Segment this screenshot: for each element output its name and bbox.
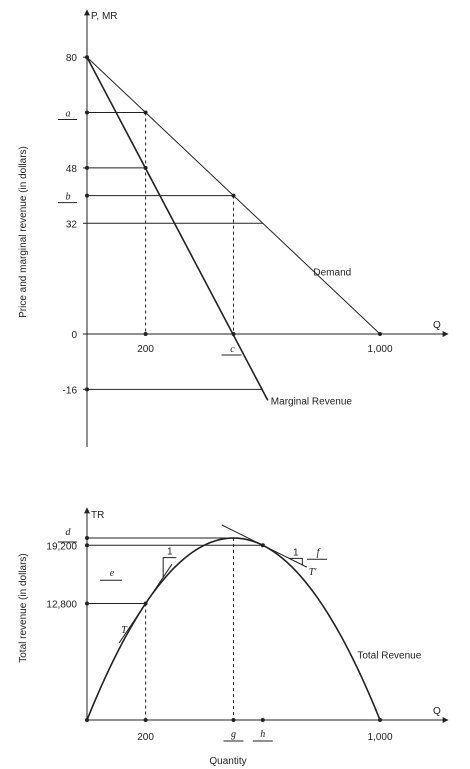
- series-total-revenue-label: Total Revenue: [357, 650, 421, 661]
- top-x-axis-title: Q: [433, 320, 441, 331]
- top-point-3: [85, 193, 89, 198]
- bottom-y-axis-title: TR: [91, 510, 104, 521]
- top-y-tick-label-0: 80: [66, 53, 78, 64]
- top-x-tick-label-0: 200: [137, 344, 154, 355]
- top-point-8: [143, 110, 148, 115]
- top-placeholder-a: a: [66, 109, 71, 120]
- bottom-point-0: [85, 536, 89, 540]
- top-point-6: [231, 332, 236, 336]
- top-placeholders: a b c: [58, 109, 242, 356]
- top-y-tick-label-4: -16: [63, 385, 78, 396]
- top-x-ticks: 200 1,000: [137, 344, 393, 355]
- bottom-placeholder-d: d: [66, 527, 72, 538]
- top-x-tick-label-1: 1,000: [367, 344, 392, 355]
- series-marginal-revenue-line: [86, 56, 269, 401]
- bottom-x-axis-title: Q: [433, 706, 441, 717]
- bottom-point-1: [85, 543, 89, 548]
- top-points: [85, 55, 382, 392]
- bottom-point-8: [260, 718, 265, 722]
- bottom-placeholder-f: f: [317, 547, 321, 558]
- bottom-placeholders: d g h e f: [58, 527, 327, 742]
- tangent-label-T: T: [121, 625, 128, 636]
- bottom-x-tick-label-0: 200: [137, 732, 154, 743]
- bottom-x-label: Quantity: [209, 756, 246, 767]
- slope-triangle-run-T': 1: [293, 547, 299, 558]
- bottom-points: [85, 536, 382, 722]
- bottom-y-label: Total revenue (in dollars): [18, 553, 29, 663]
- slope-triangle-T: [162, 557, 177, 578]
- bottom-point-2: [85, 601, 89, 606]
- bottom-guides: [87, 537, 263, 720]
- bottom-chart: TR Q Total revenue (in dollars) Quantity…: [18, 507, 449, 767]
- top-y-tick-label-1: 48: [66, 164, 78, 175]
- bottom-x-tick-label-1: 1,000: [367, 732, 392, 743]
- bottom-point-7: [231, 718, 236, 722]
- top-chart: P, MR Q Price and marginal revenue (in d…: [18, 9, 449, 447]
- top-y-tick-label-3: 0: [71, 330, 77, 341]
- slope-triangle-T': [289, 557, 303, 565]
- top-placeholder-c: c: [230, 344, 235, 355]
- tangent-label-T': T': [309, 567, 318, 578]
- bottom-y-ticks: 19,200 12,800: [46, 541, 77, 610]
- bottom-point-3: [143, 601, 148, 606]
- bottom-placeholder-h: h: [260, 729, 265, 740]
- bottom-point-9: [378, 718, 382, 722]
- bottom-y-tick-label-1: 12,800: [46, 600, 77, 611]
- top-y-label: Price and marginal revenue (in dollars): [18, 146, 29, 318]
- top-placeholder-b: b: [66, 192, 71, 203]
- bottom-placeholder-e: e: [110, 568, 115, 579]
- bottom-point-6: [143, 718, 148, 722]
- series-demand-label: Demand: [313, 268, 351, 279]
- top-point-2: [85, 165, 89, 170]
- slope-triangle-run-T: 1: [167, 547, 173, 558]
- bottom-point-4: [260, 543, 265, 548]
- top-y-tick-label-2: 32: [66, 219, 78, 230]
- bottom-y-tick-label-0: 19,200: [46, 541, 77, 552]
- bottom-point-5: [85, 718, 89, 722]
- top-point-10: [231, 193, 236, 198]
- top-y-ticks: 80 48 32 0 -16: [63, 53, 87, 396]
- top-guides: [87, 112, 263, 390]
- series-marginal-revenue-label: Marginal Revenue: [271, 396, 353, 407]
- tangent-lines: T 1 T' 1: [118, 524, 318, 644]
- top-y-axis-title: P, MR: [91, 11, 118, 22]
- top-point-0: [85, 55, 89, 60]
- top-point-1: [85, 110, 89, 115]
- top-point-7: [378, 332, 382, 336]
- top-point-4: [85, 387, 89, 392]
- top-point-9: [143, 165, 148, 170]
- bottom-x-ticks: 200 1,000: [137, 732, 393, 743]
- bottom-placeholder-g: g: [231, 729, 236, 740]
- top-vertical-guides: [145, 112, 234, 334]
- top-point-5: [143, 332, 148, 336]
